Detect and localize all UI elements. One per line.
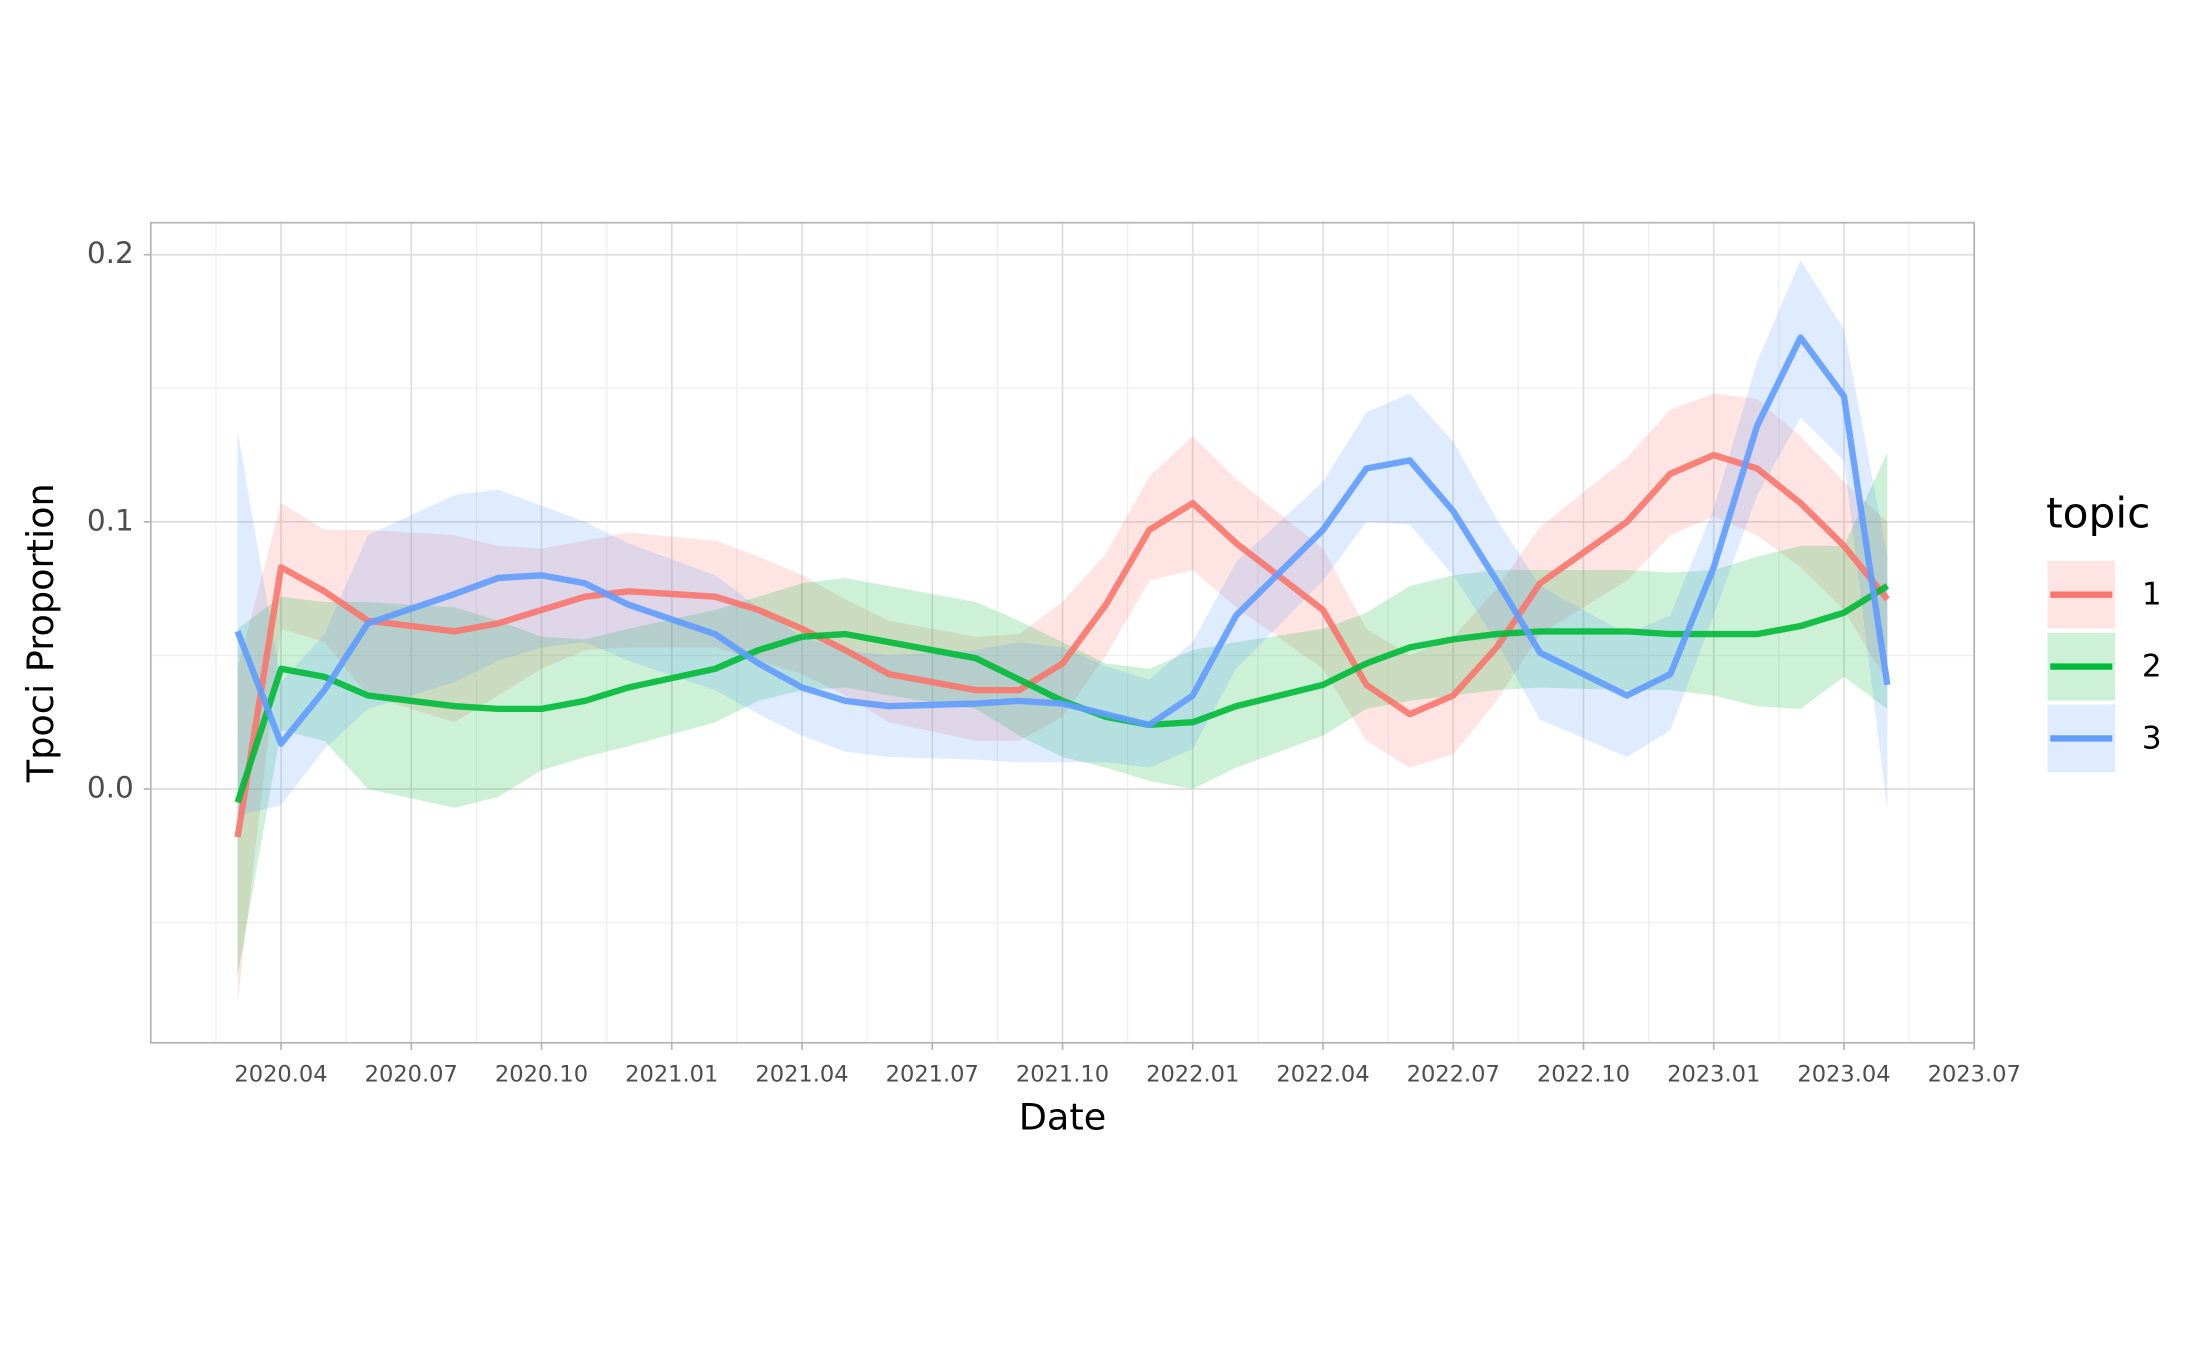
x-tick-label: 2022.07 [1407,1062,1500,1088]
line [234,451,1890,838]
line [234,334,1891,747]
legend-title: topic [2046,488,2150,537]
x-tick-label: 2020.10 [495,1062,588,1088]
x-tick-label: 2023.07 [1928,1062,2021,1088]
x-tick-label: 2021.01 [625,1062,718,1088]
ribbon [237,452,1888,977]
x-tick-label: 2020.07 [365,1062,458,1088]
axes: 0.0 0.1 0.2 2020.04 2020.07 2020.10 2021.01 202… [87,236,2021,1087]
x-tick-label: 2022.04 [1276,1062,1369,1088]
y-tick-label: 0.1 [87,503,134,537]
y-tick-label: 0.0 [87,771,134,805]
x-tick-label: 2022.01 [1146,1062,1239,1088]
legend: 1 2 3 [2047,560,2162,773]
y-axis-title: Tpoci Proportion [19,483,62,783]
legend-label: 1 [2142,577,2162,613]
legend-label: 2 [2142,648,2162,684]
x-tick-label: 2021.10 [1016,1062,1109,1088]
x-tick-label: 2021.04 [755,1062,848,1088]
x-axis-title: Date [1019,1095,1107,1138]
x-tick-label: 2023.04 [1797,1062,1890,1088]
legend-label: 3 [2142,720,2162,756]
x-tick-label: 2020.04 [234,1062,327,1088]
x-tick-label: 2021.07 [886,1062,979,1088]
lines [234,334,1891,838]
y-tick-label: 0.2 [87,236,134,270]
x-tick-label: 2022.10 [1537,1062,1630,1088]
x-tick-label: 2023.01 [1667,1062,1760,1088]
